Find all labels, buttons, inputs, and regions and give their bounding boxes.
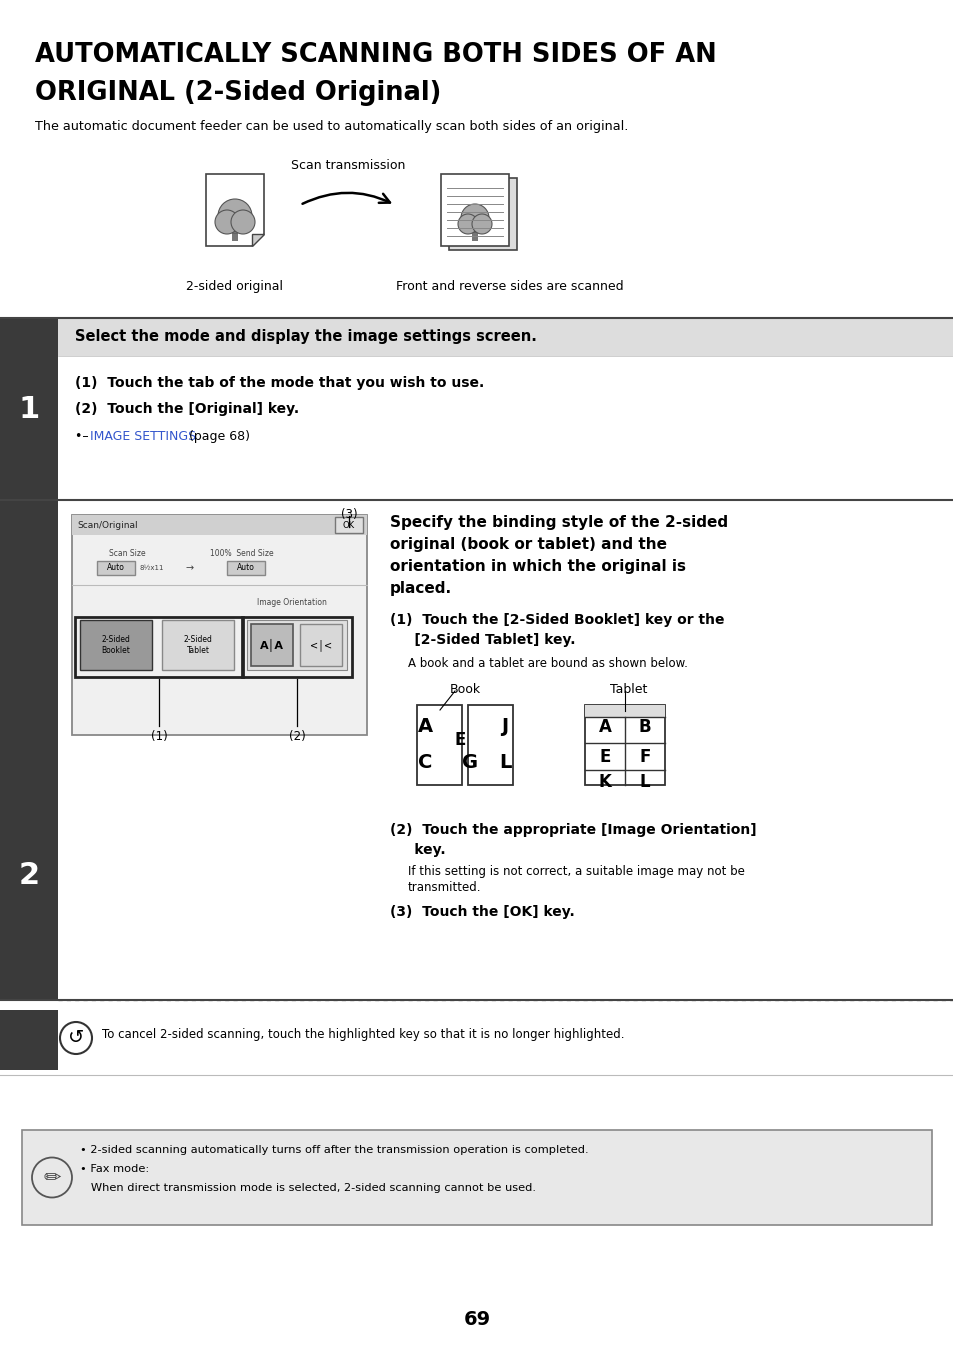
Text: B: B xyxy=(638,717,651,736)
Text: Front and reverse sides are scanned: Front and reverse sides are scanned xyxy=(395,280,623,293)
Circle shape xyxy=(460,204,489,232)
Text: [2-Sided Tablet] key.: [2-Sided Tablet] key. xyxy=(390,634,575,647)
Text: ↺: ↺ xyxy=(68,1028,84,1047)
Text: Select the mode and display the image settings screen.: Select the mode and display the image se… xyxy=(75,330,537,345)
Text: 100%  Send Size: 100% Send Size xyxy=(210,549,274,558)
Text: (1)  Touch the tab of the mode that you wish to use.: (1) Touch the tab of the mode that you w… xyxy=(75,376,484,390)
Text: (3): (3) xyxy=(340,508,357,521)
Text: (2)  Touch the appropriate [Image Orientation]: (2) Touch the appropriate [Image Orienta… xyxy=(390,823,756,838)
Text: If this setting is not correct, a suitable image may not be: If this setting is not correct, a suitab… xyxy=(408,865,744,878)
Text: (1)  Touch the [2-Sided Booklet] key or the: (1) Touch the [2-Sided Booklet] key or t… xyxy=(390,613,723,627)
Text: Tablet: Tablet xyxy=(609,684,647,696)
Text: 2-sided original: 2-sided original xyxy=(186,280,283,293)
Polygon shape xyxy=(206,174,264,246)
Text: ORIGINAL (2-Sided Original): ORIGINAL (2-Sided Original) xyxy=(35,80,441,105)
Bar xyxy=(0,317,58,500)
FancyBboxPatch shape xyxy=(335,517,363,534)
Text: key.: key. xyxy=(390,843,445,857)
Bar xyxy=(472,230,477,240)
FancyBboxPatch shape xyxy=(449,178,517,250)
Text: Book: Book xyxy=(450,684,480,696)
Text: Image Orientation: Image Orientation xyxy=(256,598,327,607)
Text: The automatic document feeder can be used to automatically scan both sides of an: The automatic document feeder can be use… xyxy=(35,120,628,132)
Text: 2-Sided
Booklet: 2-Sided Booklet xyxy=(101,635,131,655)
FancyBboxPatch shape xyxy=(299,624,341,666)
FancyBboxPatch shape xyxy=(227,561,265,576)
Text: (2)  Touch the [Original] key.: (2) Touch the [Original] key. xyxy=(75,403,299,416)
Text: orientation in which the original is: orientation in which the original is xyxy=(390,559,685,574)
FancyBboxPatch shape xyxy=(97,561,135,576)
FancyBboxPatch shape xyxy=(247,620,347,670)
Text: OK: OK xyxy=(342,520,355,530)
Text: Scan/Original: Scan/Original xyxy=(77,520,137,530)
FancyBboxPatch shape xyxy=(80,620,152,670)
Text: (2): (2) xyxy=(289,730,305,743)
Text: original (book or tablet) and the: original (book or tablet) and the xyxy=(390,536,666,553)
Text: Auto: Auto xyxy=(236,563,254,573)
Text: K: K xyxy=(598,773,611,790)
Circle shape xyxy=(60,1021,91,1054)
Text: AUTOMATICALLY SCANNING BOTH SIDES OF AN: AUTOMATICALLY SCANNING BOTH SIDES OF AN xyxy=(35,42,716,68)
FancyBboxPatch shape xyxy=(251,624,293,666)
Circle shape xyxy=(472,213,492,234)
Text: A: A xyxy=(598,717,611,736)
Text: ✏: ✏ xyxy=(43,1167,61,1188)
Text: 2: 2 xyxy=(18,861,39,889)
Text: A book and a tablet are bound as shown below.: A book and a tablet are bound as shown b… xyxy=(408,657,687,670)
FancyBboxPatch shape xyxy=(71,515,367,735)
FancyBboxPatch shape xyxy=(416,705,461,785)
Text: 2-Sided
Tablet: 2-Sided Tablet xyxy=(183,635,213,655)
FancyBboxPatch shape xyxy=(22,1129,931,1225)
Text: IMAGE SETTINGS: IMAGE SETTINGS xyxy=(90,430,196,443)
Text: Auto: Auto xyxy=(107,563,125,573)
Text: G: G xyxy=(461,754,477,773)
FancyBboxPatch shape xyxy=(71,515,367,535)
Text: F: F xyxy=(639,748,650,766)
Text: When direct transmission mode is selected, 2-sided scanning cannot be used.: When direct transmission mode is selecte… xyxy=(80,1183,536,1193)
Text: E: E xyxy=(454,731,465,748)
Text: To cancel 2-sided scanning, touch the highlighted key so that it is no longer hi: To cancel 2-sided scanning, touch the hi… xyxy=(102,1028,624,1042)
Text: J: J xyxy=(501,717,508,736)
Bar xyxy=(232,227,237,240)
Text: →: → xyxy=(186,563,193,573)
Text: A│A: A│A xyxy=(260,639,284,651)
FancyBboxPatch shape xyxy=(584,705,664,785)
Text: Specify the binding style of the 2-sided: Specify the binding style of the 2-sided xyxy=(390,515,727,530)
Circle shape xyxy=(32,1158,71,1197)
Text: Scan transmission: Scan transmission xyxy=(291,159,405,172)
Text: • Fax mode:: • Fax mode: xyxy=(80,1165,149,1174)
Circle shape xyxy=(214,209,239,234)
Text: •–: •– xyxy=(75,430,92,443)
Text: (1): (1) xyxy=(151,730,167,743)
FancyBboxPatch shape xyxy=(162,620,233,670)
Text: 1: 1 xyxy=(18,394,40,423)
Text: L: L xyxy=(498,754,511,773)
Circle shape xyxy=(218,199,252,232)
Bar xyxy=(0,500,58,1000)
Circle shape xyxy=(231,209,254,234)
Bar xyxy=(58,317,953,357)
Text: transmitted.: transmitted. xyxy=(408,881,481,894)
FancyArrowPatch shape xyxy=(302,193,390,204)
Text: (page 68): (page 68) xyxy=(185,430,250,443)
Circle shape xyxy=(457,213,477,234)
Text: • 2-sided scanning automatically turns off after the transmission operation is c: • 2-sided scanning automatically turns o… xyxy=(80,1146,588,1155)
FancyBboxPatch shape xyxy=(584,705,664,717)
Text: 8½x11: 8½x11 xyxy=(139,565,164,571)
FancyBboxPatch shape xyxy=(468,705,513,785)
Text: placed.: placed. xyxy=(390,581,452,596)
Bar xyxy=(0,1011,58,1070)
Text: 69: 69 xyxy=(463,1310,490,1329)
Text: C: C xyxy=(417,754,432,773)
Text: E: E xyxy=(598,748,610,766)
Text: A: A xyxy=(417,717,432,736)
Text: <│<: <│< xyxy=(310,639,332,651)
Text: Scan Size: Scan Size xyxy=(109,549,145,558)
Polygon shape xyxy=(252,234,264,246)
Text: (3)  Touch the [OK] key.: (3) Touch the [OK] key. xyxy=(390,905,574,919)
Text: L: L xyxy=(639,773,650,790)
FancyBboxPatch shape xyxy=(440,174,509,246)
